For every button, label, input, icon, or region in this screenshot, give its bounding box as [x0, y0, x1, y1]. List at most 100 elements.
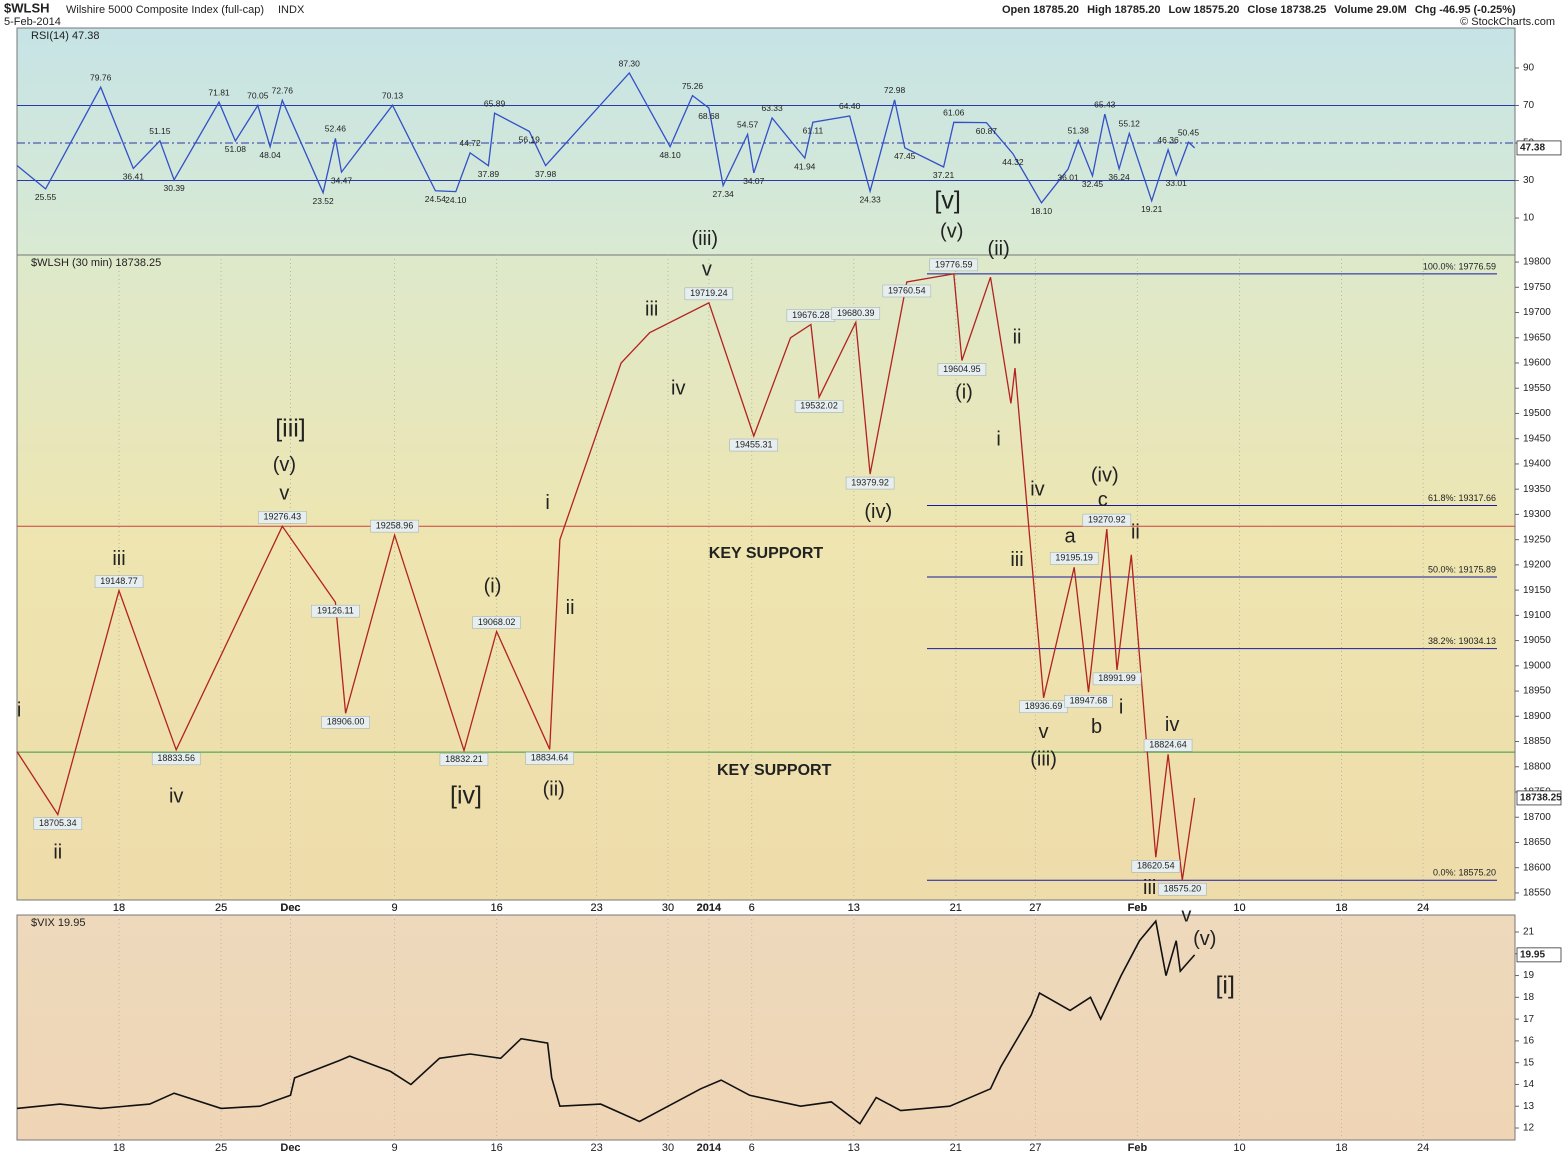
value-label: 18620.54	[1137, 861, 1175, 871]
value-label: 19270.92	[1088, 514, 1126, 524]
y-tick-label: 19350	[1523, 484, 1551, 495]
y-tick-label: 17	[1523, 1014, 1535, 1025]
wave-label: v	[1181, 904, 1191, 926]
value-label: 52.46	[325, 124, 347, 134]
value-label: 37.98	[535, 169, 557, 179]
x-tick-label: 16	[490, 902, 502, 914]
value-label-box	[258, 511, 307, 524]
value-label: 70.05	[247, 91, 269, 101]
x-tick-label: Dec	[280, 902, 300, 914]
y-tick-label: 19250	[1523, 534, 1551, 545]
y-tick-label: 15	[1523, 1057, 1535, 1068]
value-label: 24.10	[445, 195, 467, 205]
value-label: 30.39	[164, 183, 186, 193]
value-label: 18833.56	[157, 753, 195, 763]
rsi-panel	[16, 27, 1516, 256]
x-tick-label: 13	[848, 902, 860, 914]
value-label: 48.04	[259, 150, 281, 160]
wave-label: (iv)	[864, 501, 892, 523]
value-label: 46.36	[1157, 135, 1179, 145]
y-tick-label: 19450	[1523, 433, 1551, 444]
x-tick-label: 30	[662, 902, 674, 914]
value-label: 34.07	[743, 176, 765, 186]
wave-label: i	[545, 492, 549, 514]
x-tick-label: 25	[215, 902, 227, 914]
value-label: 51.15	[149, 126, 171, 136]
vix-panel	[16, 914, 1516, 1141]
y-tick-label: 70	[1523, 100, 1535, 111]
value-label: 65.43	[1094, 99, 1116, 109]
wave-label: (i)	[484, 575, 502, 597]
value-label: 63.33	[761, 103, 783, 113]
value-label: 18824.64	[1149, 740, 1187, 750]
wave-label: (iii)	[691, 228, 718, 250]
value-label: 41.94	[794, 161, 816, 171]
value-label: 87.30	[619, 58, 641, 68]
x-tick-label: 2014	[697, 1142, 722, 1154]
y-tick-label: 19100	[1523, 610, 1551, 621]
exchange: INDX	[278, 4, 305, 16]
value-label-box	[151, 752, 201, 766]
value-label: 34.47	[331, 175, 353, 185]
value-label: 19195.19	[1055, 553, 1093, 563]
x-tick-label: 21	[950, 1142, 962, 1154]
value-label: 71.81	[208, 87, 230, 97]
wave-label: iv	[671, 378, 685, 400]
symbol: $WLSH	[4, 0, 50, 15]
x-tick-label: 18	[113, 902, 125, 914]
y-tick-label: 14	[1523, 1079, 1535, 1090]
value-label: 18834.64	[531, 753, 569, 763]
x-tick-label: 24	[1417, 902, 1429, 914]
x-tick-label: Dec	[280, 902, 300, 914]
y-tick-label: 19500	[1523, 408, 1551, 419]
value-label: 36.24	[1108, 172, 1130, 182]
x-tick-label: 23	[590, 902, 602, 914]
value-label: 24.33	[859, 194, 881, 204]
data-line	[16, 71, 1196, 204]
wave-label: (ii)	[543, 778, 565, 800]
value-label: 32.45	[1082, 179, 1104, 189]
value-label-box	[1131, 860, 1181, 873]
quote-item: Close 18738.25	[1247, 4, 1326, 16]
wave-label: v	[1039, 721, 1049, 743]
x-tick-label: 24	[1417, 1142, 1429, 1154]
x-tick-label: 18	[1335, 1142, 1347, 1154]
value-label: 19532.02	[800, 401, 838, 411]
wave-label: c	[1098, 489, 1108, 511]
x-tick-label: 16	[490, 902, 502, 914]
x-tick-label: 25	[215, 902, 227, 914]
y-tick-label: 90	[1523, 63, 1535, 74]
value-label: 18906.00	[327, 717, 365, 727]
x-tick-label: 9	[391, 902, 397, 914]
value-label: 18832.21	[445, 754, 483, 764]
wave-label: a	[1065, 525, 1077, 547]
value-label: 18936.69	[1025, 701, 1063, 711]
x-tick-label: 21	[950, 902, 962, 914]
y-tick-label: 18800	[1523, 761, 1551, 772]
wave-label: iii	[1143, 877, 1156, 899]
value-label-box	[1049, 552, 1099, 565]
value-label-box	[794, 400, 844, 413]
value-label: 37.21	[933, 170, 955, 180]
y-tick-label: 18550	[1523, 888, 1551, 899]
value-label-box	[311, 604, 360, 618]
value-label-box	[94, 575, 144, 588]
y-tick-label: 30	[1523, 175, 1535, 186]
x-tick-label: 27	[1029, 902, 1041, 914]
x-tick-label: 27	[1029, 902, 1041, 914]
value-label-box	[845, 476, 895, 490]
quote: Open 18785.20 High 18785.20 Low 18575.20 Cl…	[1002, 4, 1516, 16]
y-tick-label: 18900	[1523, 711, 1551, 722]
last-value: 18738.25	[1520, 793, 1562, 804]
value-label-box	[1143, 739, 1193, 752]
wave-label: KEY SUPPORT	[717, 762, 832, 779]
value-label-box	[33, 817, 83, 830]
value-label: 18947.68	[1070, 696, 1108, 706]
index-name: Wilshire 5000 Composite Index (full-cap)	[66, 4, 264, 16]
value-label: 19379.92	[851, 477, 889, 487]
value-label: 79.76	[90, 72, 112, 82]
wave-label: iv	[1165, 714, 1179, 736]
wave-label: ii	[566, 597, 575, 619]
panel-title: RSI(14) 47.38	[31, 30, 99, 42]
y-tick-label: 19200	[1523, 560, 1551, 571]
